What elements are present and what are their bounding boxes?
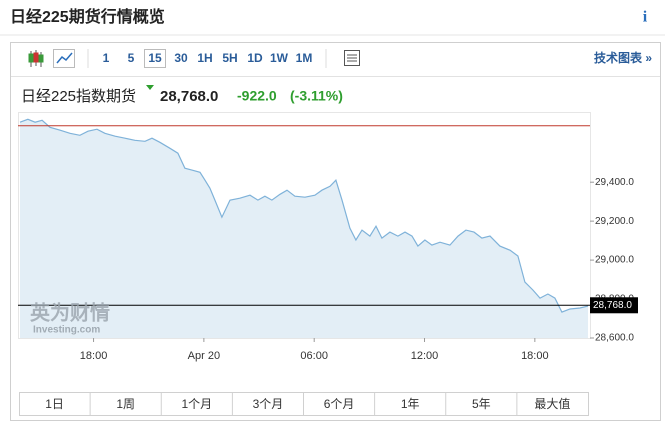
plot: 28,600.028,800.029,000.029,200.029,400.0… bbox=[18, 112, 638, 362]
interval-button[interactable]: 1M bbox=[296, 51, 313, 65]
price: 28,768.0 bbox=[160, 88, 218, 105]
interval-button[interactable]: 30 bbox=[174, 51, 188, 65]
interval-button[interactable]: 1 bbox=[103, 51, 110, 65]
range-bar: 1日 1周 1个月 3个月 6个月 1年 5年 最大值 bbox=[19, 392, 589, 416]
watermark-brand: 英为财情 bbox=[30, 300, 110, 324]
x-tick-label: 18:00 bbox=[521, 350, 549, 362]
range-button[interactable]: 3个月 bbox=[253, 397, 284, 411]
interval-button[interactable]: 1D bbox=[247, 51, 263, 65]
range-button[interactable]: 5年 bbox=[472, 397, 491, 411]
interval-button[interactable]: 1H bbox=[197, 51, 212, 65]
interval-bar: 1 5 15 30 1H 5H 1D 1W 1M bbox=[103, 49, 313, 68]
range-button[interactable]: 1周 bbox=[116, 397, 135, 411]
line-icon bbox=[56, 52, 73, 64]
info-icon[interactable]: i bbox=[643, 9, 648, 26]
table-icon[interactable] bbox=[344, 50, 360, 66]
page-title: 日经225期货行情概览 bbox=[10, 7, 165, 26]
current-tag bbox=[590, 297, 638, 314]
x-tick-label: 06:00 bbox=[300, 350, 328, 362]
change: -922.0 bbox=[237, 88, 277, 104]
interval-selected bbox=[144, 49, 166, 68]
x-tick-label: 18:00 bbox=[80, 350, 108, 362]
down-arrow bbox=[146, 85, 154, 90]
watermark-site: Investing.com bbox=[33, 325, 100, 336]
price-line bbox=[19, 118, 589, 313]
instrument-name: 日经225指数期货 bbox=[21, 88, 136, 105]
interval-button[interactable]: 5 bbox=[128, 51, 135, 65]
range-button[interactable]: 1年 bbox=[401, 397, 420, 411]
y-tick-label: 29,400.0 bbox=[595, 177, 634, 188]
x-tick-label: Apr 20 bbox=[188, 350, 220, 362]
change-percent: (-3.11%) bbox=[290, 88, 343, 104]
candle-icon[interactable] bbox=[28, 50, 44, 67]
area-fill bbox=[20, 119, 588, 338]
range-button[interactable]: 最大值 bbox=[534, 396, 570, 411]
interval-button[interactable]: 5H bbox=[222, 51, 237, 65]
range-button[interactable]: 1日 bbox=[45, 397, 64, 411]
range-button[interactable]: 1个月 bbox=[181, 397, 212, 411]
y-tick-label: 28,600.0 bbox=[595, 333, 634, 344]
interval-button[interactable]: 15 bbox=[148, 51, 162, 65]
x-tick-label: 12:00 bbox=[411, 350, 439, 362]
current-label: 28,768.0 bbox=[593, 300, 632, 311]
y-tick-label: 29,000.0 bbox=[595, 255, 634, 266]
y-tick-label: 29,200.0 bbox=[595, 216, 634, 227]
range-button[interactable]: 6个月 bbox=[324, 397, 355, 411]
interval-button[interactable]: 1W bbox=[270, 51, 289, 65]
tech-chart-link[interactable]: 技术图表 » bbox=[594, 50, 652, 65]
